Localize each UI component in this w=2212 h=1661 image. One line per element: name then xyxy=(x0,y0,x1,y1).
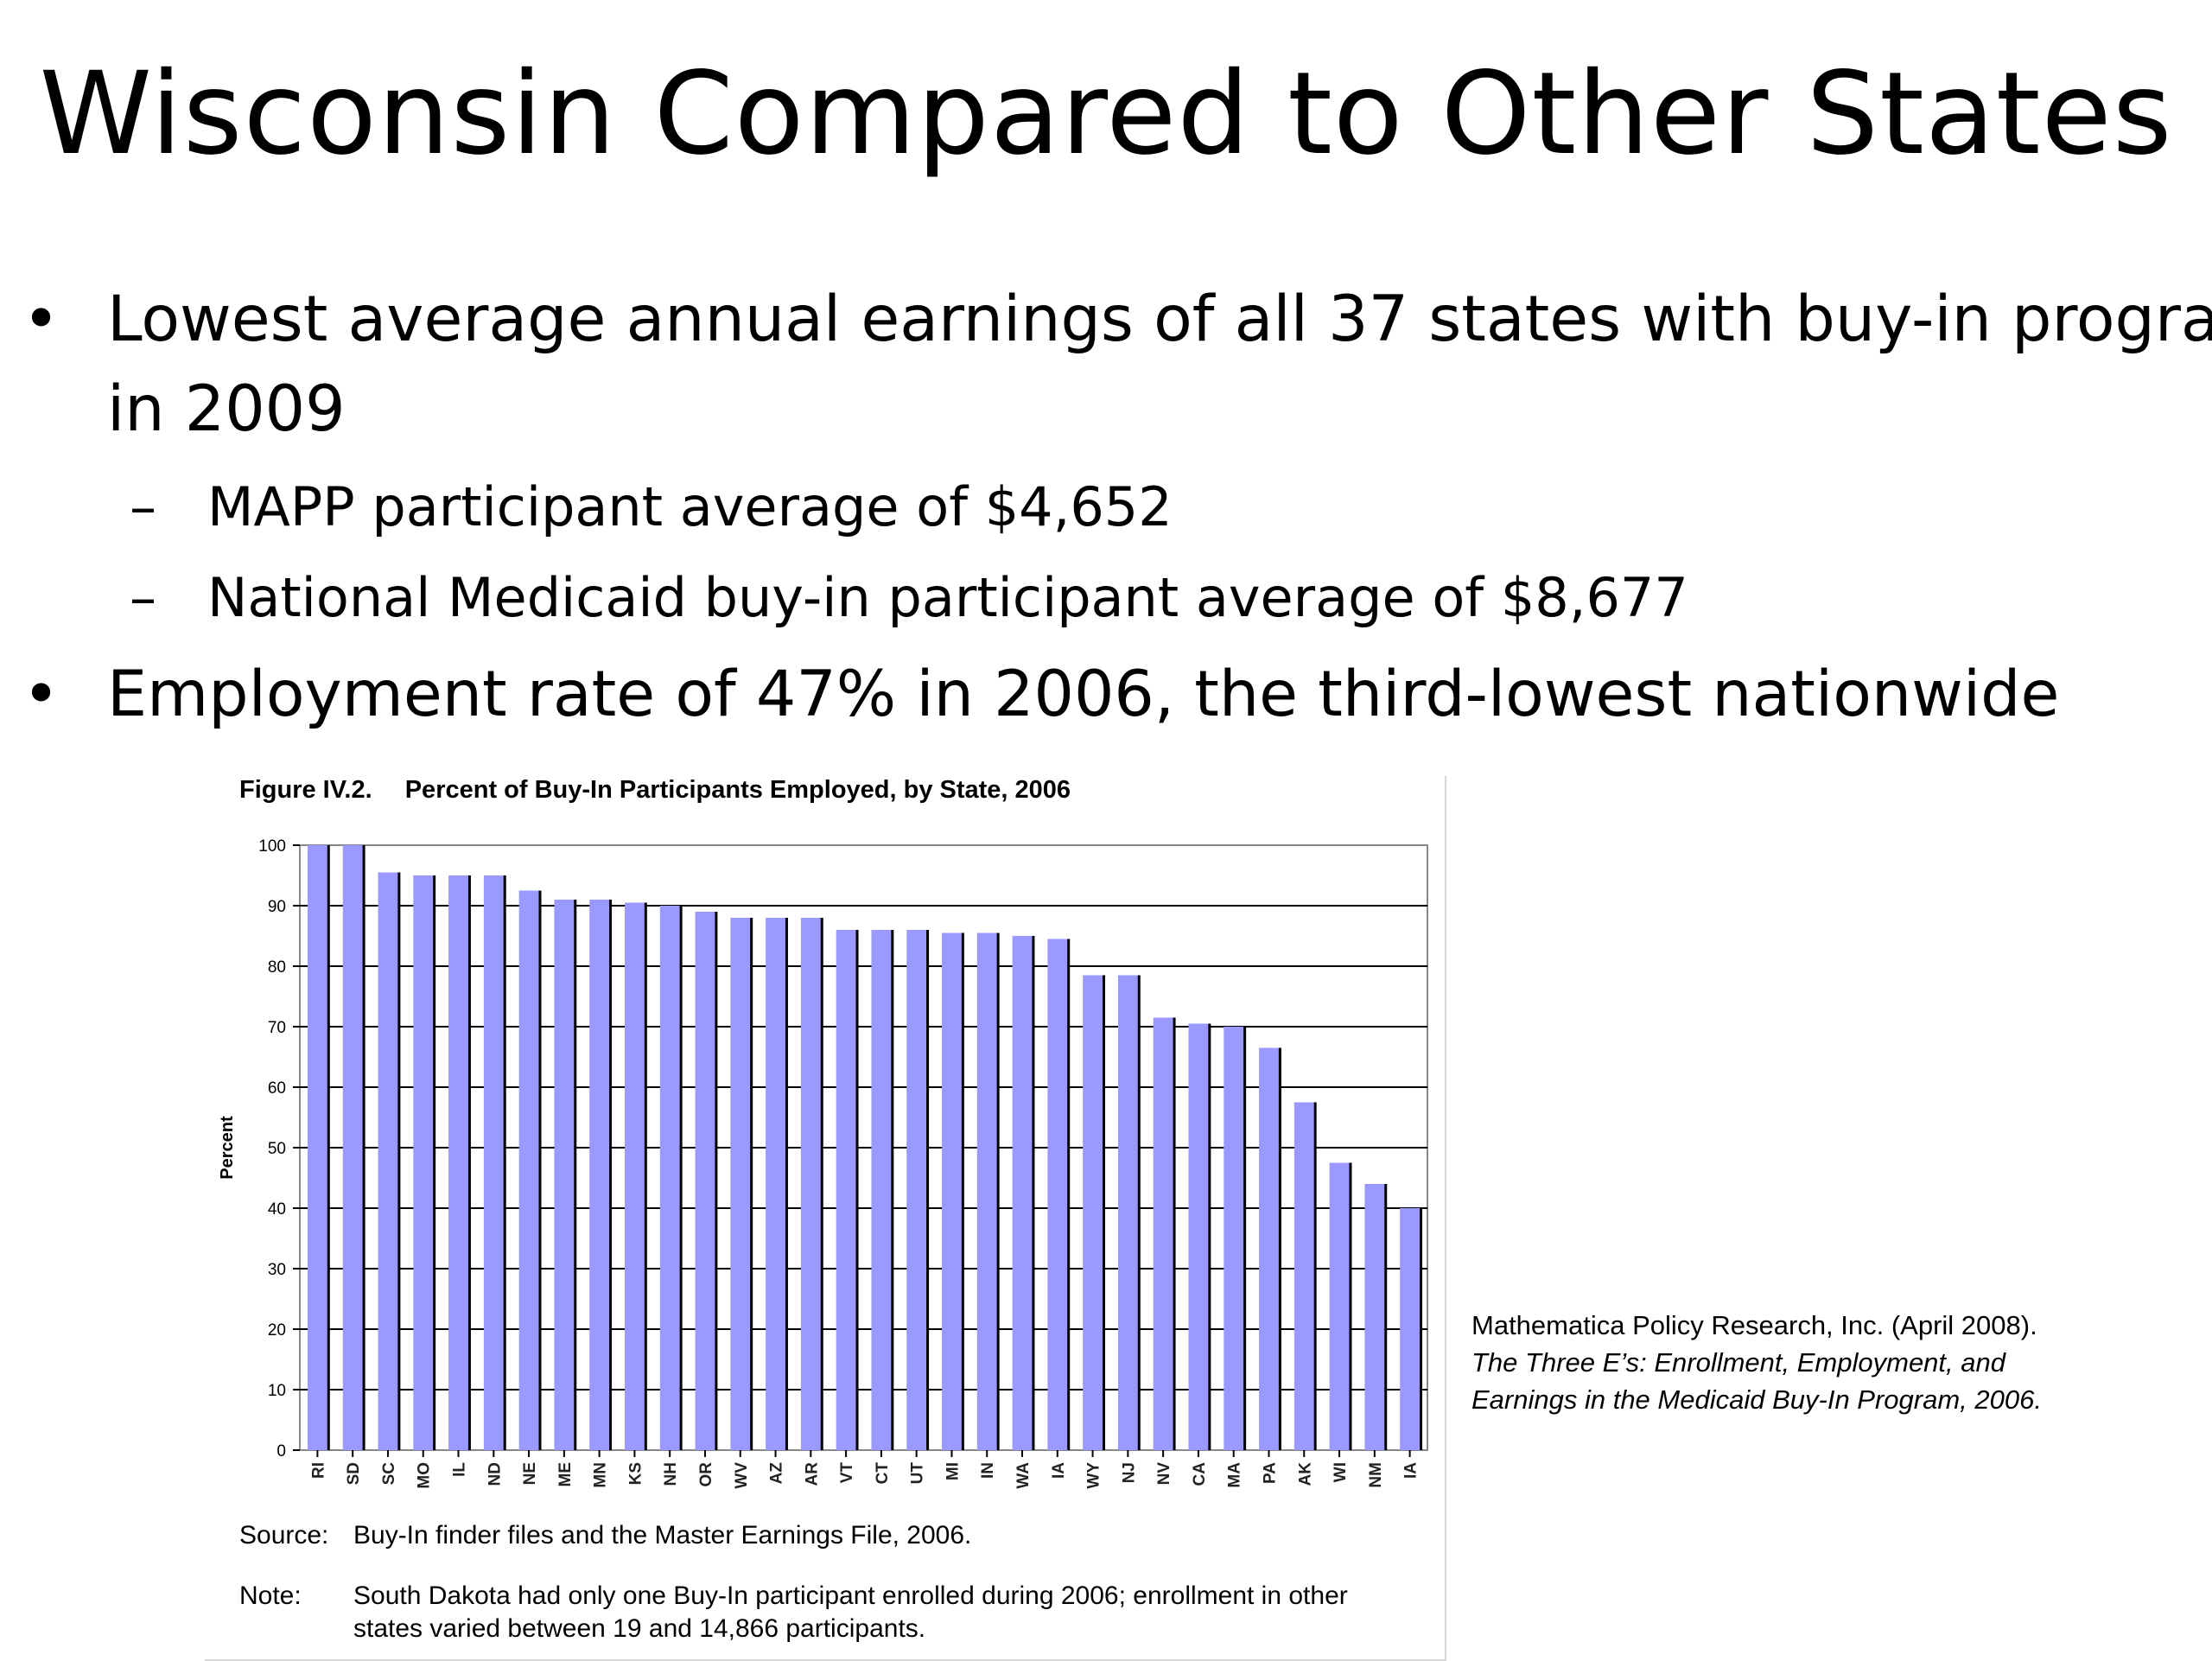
x-tick-label: WI xyxy=(1332,1462,1350,1482)
figure-caption-text: Percent of Buy-In Participants Employed,… xyxy=(404,776,1071,804)
bar xyxy=(518,890,539,1450)
dash-mark: – xyxy=(130,475,156,538)
y-tick-label: 60 xyxy=(268,1079,286,1098)
x-tick-label: ND xyxy=(486,1462,504,1486)
y-tick-label: 10 xyxy=(268,1382,286,1400)
x-tick-label: IA xyxy=(1402,1462,1421,1479)
bar xyxy=(413,875,434,1450)
note-text: South Dakota had only one Buy-In partici… xyxy=(353,1581,1348,1643)
x-tick-label: MI xyxy=(944,1462,962,1480)
bar xyxy=(342,845,363,1450)
bar xyxy=(659,906,680,1450)
bar xyxy=(1117,975,1138,1450)
note-label: Note: xyxy=(239,1581,302,1610)
x-tick-label: NE xyxy=(521,1462,539,1485)
figure-panel: Figure IV.2. Percent of Buy-In Participa… xyxy=(205,776,1446,1661)
y-tick-label: 100 xyxy=(258,837,286,856)
x-tick-label: OR xyxy=(697,1462,715,1487)
bar xyxy=(730,918,751,1450)
bar xyxy=(906,930,927,1450)
x-tick-label: RI xyxy=(309,1462,327,1479)
citation: Mathematica Policy Research, Inc. (April… xyxy=(1471,1307,2076,1418)
bullet-mark: • xyxy=(22,283,60,356)
bar xyxy=(1012,936,1033,1450)
bar xyxy=(1329,1162,1350,1450)
citation-plain: Mathematica Policy Research, Inc. (April… xyxy=(1471,1310,2037,1340)
y-tick-label: 80 xyxy=(268,958,286,977)
bar xyxy=(1400,1208,1421,1450)
y-tick-label: 20 xyxy=(268,1321,286,1340)
x-tick-label: IA xyxy=(1050,1462,1068,1479)
x-tick-label: WV xyxy=(733,1462,751,1489)
slide-title: Wisconsin Compared to Other States xyxy=(39,48,2173,181)
y-tick-label: 50 xyxy=(268,1140,286,1158)
figure-number: Figure IV.2. xyxy=(239,776,372,804)
x-tick-label: NH xyxy=(662,1462,680,1486)
y-tick-label: 70 xyxy=(268,1019,286,1037)
bar xyxy=(1047,939,1068,1450)
x-tick-label: SD xyxy=(345,1462,363,1485)
bar xyxy=(625,902,645,1450)
x-tick-label: VT xyxy=(838,1462,856,1484)
bullet-earnings-line2: in 2009 xyxy=(107,372,346,446)
source-label: Source: xyxy=(239,1521,329,1550)
x-tick-label: KS xyxy=(626,1462,645,1485)
x-tick-label: CA xyxy=(1191,1462,1209,1486)
y-axis-label: Percent xyxy=(218,1116,237,1180)
x-tick-label: MA xyxy=(1226,1462,1244,1488)
bar xyxy=(589,900,610,1450)
bar xyxy=(1259,1047,1279,1450)
y-tick-label: 90 xyxy=(268,898,286,916)
bullet-employment-text: Employment rate of 47% in 2006, the thir… xyxy=(107,658,2060,731)
sub-bullet-mapp-text: MAPP participant average of $4,652 xyxy=(207,475,1173,538)
sub-bullet-national-text: National Medicaid buy-in participant ave… xyxy=(207,566,1688,629)
source-text: Buy-In finder files and the Master Earni… xyxy=(353,1521,972,1550)
y-tick-label: 30 xyxy=(268,1261,286,1279)
y-tick-label: 0 xyxy=(276,1442,286,1461)
bar xyxy=(378,872,398,1450)
bar xyxy=(976,932,997,1450)
bar xyxy=(483,875,504,1450)
bar xyxy=(554,900,575,1450)
bar xyxy=(695,912,715,1450)
bar xyxy=(1188,1023,1209,1450)
x-tick-label: SC xyxy=(380,1462,398,1486)
bar-chart: 0 10 20 30 40 50 60 70 80 90 100 Percent RI SD SC MO IL N… xyxy=(218,837,1428,1489)
x-tick-label: IL xyxy=(451,1462,469,1477)
bar xyxy=(448,875,468,1450)
x-tick-label: MN xyxy=(592,1462,610,1488)
bar xyxy=(1083,975,1103,1450)
dash-mark: – xyxy=(130,566,156,629)
figure-caption: Figure IV.2. Percent of Buy-In Participa… xyxy=(239,776,1071,805)
bar xyxy=(1364,1184,1385,1450)
citation-italic: The Three E’s: Enrollment, Employment, a… xyxy=(1471,1347,2042,1415)
bar xyxy=(766,918,785,1450)
x-tick-label: IN xyxy=(979,1462,997,1479)
x-tick-label: ME xyxy=(556,1462,575,1487)
x-tick-label: NM xyxy=(1367,1462,1385,1488)
x-tick-label: AZ xyxy=(768,1462,786,1485)
y-tick-label: 40 xyxy=(268,1200,286,1219)
x-tick-label: PA xyxy=(1261,1462,1279,1484)
x-tick-label: UT xyxy=(909,1462,927,1485)
bar xyxy=(800,918,821,1450)
x-tick-label: AR xyxy=(803,1462,821,1486)
bullet-mark: • xyxy=(22,658,60,731)
x-tick-label: AK xyxy=(1296,1462,1314,1486)
bar xyxy=(836,930,856,1450)
x-tick-label: WY xyxy=(1085,1462,1103,1489)
x-tick-label: NJ xyxy=(1120,1462,1138,1483)
bar xyxy=(942,932,962,1450)
x-tick-label: MO xyxy=(416,1462,434,1489)
bar xyxy=(307,845,327,1450)
bar xyxy=(871,930,892,1450)
bar xyxy=(1294,1102,1314,1450)
bar xyxy=(1224,1027,1244,1450)
bullet-earnings-line1: Lowest average annual earnings of all 37… xyxy=(107,283,2212,356)
bar xyxy=(1153,1017,1173,1450)
x-tick-label: WA xyxy=(1014,1462,1033,1489)
x-tick-label: NV xyxy=(1155,1462,1173,1486)
x-tick-label: CT xyxy=(874,1462,892,1485)
